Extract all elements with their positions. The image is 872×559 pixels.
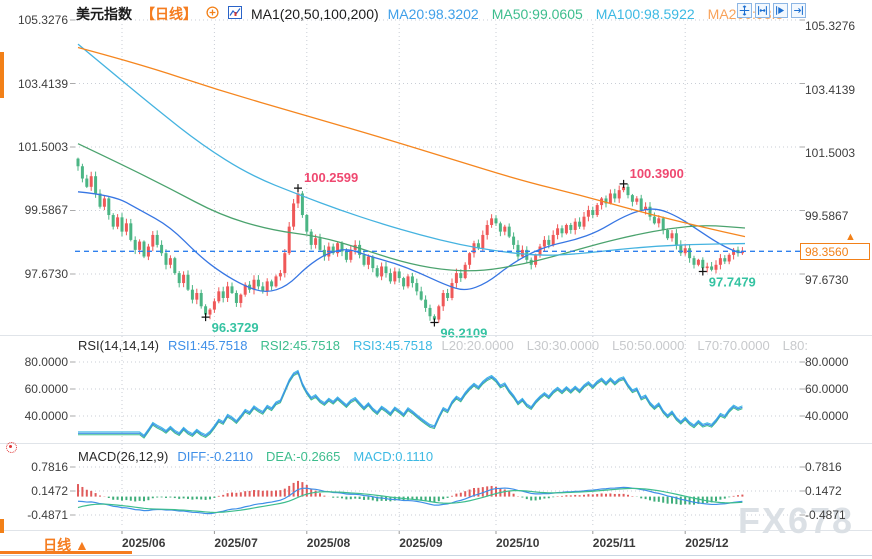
svg-text:100.3900: 100.3900 bbox=[630, 166, 684, 181]
macd-header: MACD(26,12,9) DIFF:-0.2110 DEA:-0.2665 MAC… bbox=[78, 449, 433, 464]
rsi-level-label: L50:50.0000 bbox=[612, 338, 685, 353]
watermark: FX678 bbox=[738, 500, 855, 541]
ma-group-label: MA1(20,50,100,200) bbox=[251, 6, 379, 22]
macd-value-label: MACD:0.1110 bbox=[353, 449, 434, 464]
macd-indicator-label: MACD(26,12,9) bbox=[78, 449, 169, 464]
x-axis-month-label: 2025/07 bbox=[214, 536, 258, 550]
macd-value-label: DIFF:-0.2110 bbox=[177, 449, 253, 464]
fit-range-icon[interactable] bbox=[755, 3, 770, 18]
rsi-axis-label: 60.0000 bbox=[805, 382, 849, 396]
left-scrollbar-thumb-bottom[interactable] bbox=[0, 519, 4, 533]
period-tag[interactable]: 【日线】 bbox=[141, 6, 197, 22]
svg-text:96.3729: 96.3729 bbox=[212, 320, 259, 335]
macd-values: DIFF:-0.2110 DEA:-0.2665 MACD:0.1110 bbox=[177, 449, 433, 464]
rsi-axis-label: 80.0000 bbox=[805, 355, 849, 369]
tab-daily-period[interactable]: 日线 ▲ bbox=[0, 535, 132, 553]
macd-axis-label: -0.4871 bbox=[27, 508, 68, 522]
alert-sun-icon[interactable] bbox=[6, 442, 17, 453]
rsi-header: RSI(14,14,14) RSI1:45.7518 RSI2:45.7518 RS… bbox=[78, 338, 808, 353]
rsi-value-label: RSI3:45.7518 bbox=[352, 338, 433, 353]
price-axis-label: 103.4139 bbox=[17, 76, 68, 91]
tab-arrow-up-icon: ▲ bbox=[75, 537, 89, 553]
x-axis-month-label: 2025/06 bbox=[122, 536, 166, 550]
ma-value-label: MA20:98.3202 bbox=[387, 6, 479, 22]
panel-divider-macd bbox=[0, 443, 872, 444]
svg-text:96.2109: 96.2109 bbox=[440, 326, 487, 341]
bottom-border bbox=[0, 555, 872, 556]
macd-axis-label: 0.7816 bbox=[31, 460, 68, 474]
x-axis-month-label: 2025/10 bbox=[496, 536, 540, 550]
tab-daily-label: 日线 bbox=[43, 537, 72, 553]
x-axis-month-label: 2025/08 bbox=[306, 536, 351, 550]
pan-crosshair-icon[interactable] bbox=[737, 3, 752, 18]
rsi-level-label: L70:70.0000 bbox=[697, 338, 770, 353]
rsi-value-label: RSI2:45.7518 bbox=[260, 338, 340, 353]
svg-text:100.2599: 100.2599 bbox=[304, 170, 358, 185]
x-axis-month-label: 2025/11 bbox=[592, 536, 636, 550]
macd-axis-label: 0.1472 bbox=[805, 484, 842, 498]
macd-axis-label: 0.7816 bbox=[805, 460, 842, 474]
price-axis-label: 101.5003 bbox=[805, 145, 856, 160]
rsi-level-labels: L20:20.0000 L30:30.0000 L50:50.0000 L70:70.… bbox=[441, 338, 808, 353]
price-axis-label: 97.6730 bbox=[24, 266, 68, 281]
rsi-axis-label: 40.0000 bbox=[805, 409, 849, 423]
last-price-marker: 98.3560 bbox=[800, 243, 870, 260]
panel-divider-rsi bbox=[0, 335, 872, 336]
x-axis-month-label: 2025/09 bbox=[399, 536, 443, 550]
panel-divider-xaxis bbox=[0, 530, 872, 531]
rsi-axis-label: 40.0000 bbox=[24, 409, 68, 423]
price-axis-label: 105.3276 bbox=[805, 19, 856, 33]
price-axis-label: 99.5867 bbox=[24, 203, 68, 218]
ma-value-label: MA50:99.0605 bbox=[491, 6, 583, 22]
rsi-axis-label: 80.0000 bbox=[24, 355, 68, 369]
left-scrollbar-thumb[interactable] bbox=[0, 52, 4, 98]
chart-type-icon[interactable] bbox=[228, 6, 242, 22]
rsi-axis-label: 60.0000 bbox=[24, 382, 68, 396]
rsi-indicator-label: RSI(14,14,14) bbox=[78, 338, 159, 353]
ma-value-label: MA100:98.5922 bbox=[595, 6, 695, 22]
x-axis-month-label: 2025/12 bbox=[685, 536, 729, 550]
rsi-value-label: RSI1:45.7518 bbox=[167, 338, 248, 353]
price-axis-label: 101.5003 bbox=[17, 139, 68, 154]
add-indicator-icon[interactable] bbox=[206, 6, 219, 22]
price-axis-label: 97.6730 bbox=[805, 272, 849, 287]
macd-value-label: DEA:-0.2665 bbox=[265, 449, 341, 464]
jump-to-latest-icon[interactable] bbox=[791, 3, 806, 18]
main-chart-header: 美元指数 【日线】 MA1(20,50,100,200) MA20:98.320… bbox=[76, 4, 783, 24]
symbol-name: 美元指数 bbox=[76, 6, 132, 22]
rsi-level-label: L30:30.0000 bbox=[526, 338, 600, 353]
price-axis-label: 99.5867 bbox=[805, 209, 849, 224]
rsi-level-label: L20:20.0000 bbox=[441, 338, 514, 353]
macd-axis-label: -0.4871 bbox=[805, 508, 846, 522]
rsi-values: RSI1:45.7518 RSI2:45.7518 RSI3:45.7518 bbox=[168, 338, 433, 353]
auto-scroll-icon[interactable] bbox=[773, 3, 788, 18]
macd-axis-label: 0.1472 bbox=[31, 484, 68, 498]
price-axis-label: 105.3276 bbox=[17, 13, 68, 27]
svg-text:97.7479: 97.7479 bbox=[709, 275, 756, 290]
price-axis-label: 103.4139 bbox=[805, 82, 856, 97]
rsi-level-label: L80: bbox=[782, 338, 808, 353]
chart-toolbar bbox=[737, 3, 806, 18]
ma-values: MA20:98.3202MA50:99.0605MA100:98.5922MA2… bbox=[388, 6, 784, 22]
price-marker-arrow-icon: ▲ bbox=[845, 231, 856, 243]
tab-active-underline bbox=[0, 551, 132, 554]
